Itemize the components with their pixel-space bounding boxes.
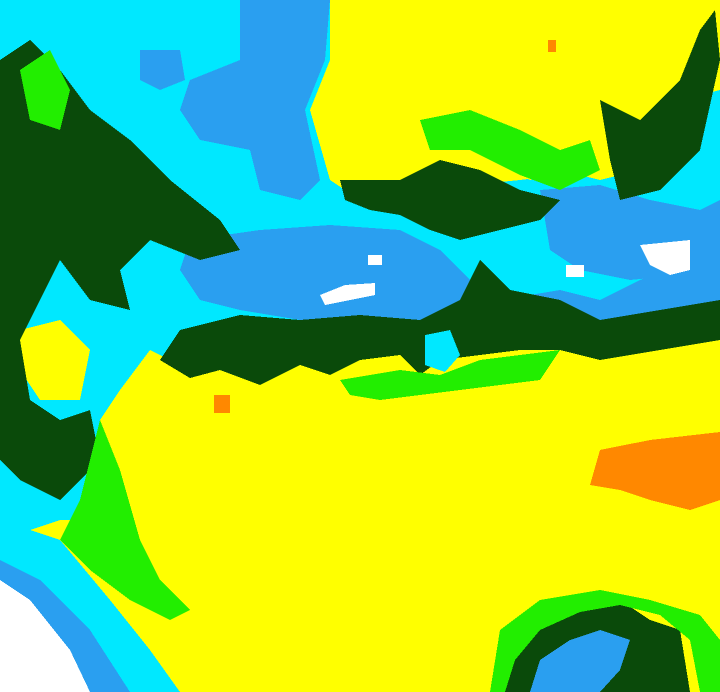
dark-green-edge-left: [0, 40, 240, 500]
white-bottom-left: [0, 580, 90, 692]
green-ring-bottom: [490, 590, 720, 692]
blue-patch-left: [140, 50, 185, 90]
green-mid: [420, 110, 600, 190]
dark-green-edge-top: [340, 160, 560, 240]
green-left-upper: [20, 50, 70, 130]
green-blobs: [20, 50, 720, 692]
dark-green-edge-right: [600, 10, 720, 200]
orange-patch: [590, 432, 720, 510]
green-band: [340, 350, 560, 400]
white-cloud-1: [320, 283, 375, 305]
white-cloud-4: [368, 255, 382, 265]
blue-band-middle: [180, 225, 720, 330]
dark-green-edge-mid: [160, 260, 720, 385]
blue-band-upper: [180, 0, 330, 200]
orange-speck: [548, 40, 556, 52]
white-cloud-2: [640, 240, 690, 275]
blue-bottom-right: [530, 630, 630, 692]
green-left: [60, 420, 190, 620]
cyan-blob-mid: [425, 330, 460, 372]
orange-spot: [214, 395, 230, 413]
yellow-cloud-left2: [20, 320, 90, 400]
white-cloud-3: [566, 265, 584, 277]
